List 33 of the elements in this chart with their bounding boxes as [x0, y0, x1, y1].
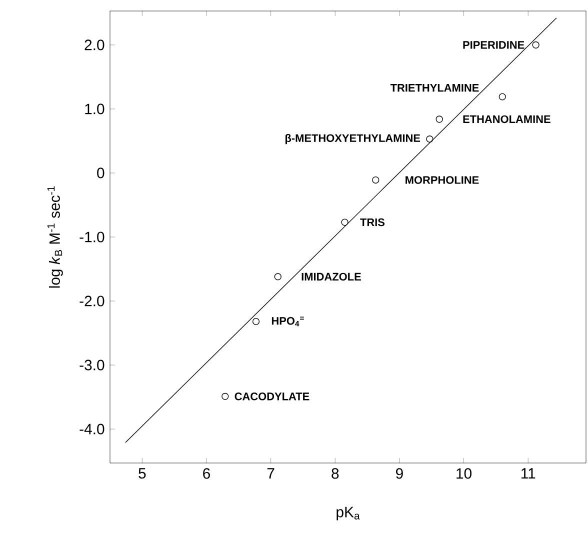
point — [252, 318, 260, 326]
annotation: CACODYLATE — [234, 392, 310, 400]
point — [436, 116, 443, 123]
annotation: TRIETHYLAMINE — [390, 84, 479, 92]
point — [532, 41, 540, 48]
annotation: β-METHOXYETHYLAMINE — [285, 134, 420, 144]
y-axis-title: log k$_{B}$ M$^{-1}$ sec$^{-1}$ — [47, 186, 63, 288]
point — [274, 273, 282, 280]
x-tick-label: 6 — [203, 468, 210, 479]
point — [426, 135, 434, 143]
x-tick-label: 11 — [521, 468, 536, 478]
annotation: TRIS — [360, 218, 385, 226]
annotation: ETHANOLAMINE — [463, 115, 550, 124]
annotation: MORPHOLINE — [406, 176, 479, 184]
point — [372, 176, 380, 184]
y-tick-label: 0 — [97, 168, 104, 178]
y-tick-label: 1.0 — [85, 104, 104, 114]
x-tick-label: 9 — [396, 468, 403, 479]
annotation: IMIDAZOLE — [302, 272, 361, 281]
y-tick-label: -1.0 — [80, 232, 104, 242]
y-tick-label: -2.0 — [80, 296, 104, 306]
point — [498, 93, 506, 100]
annotation: PIPERIDINE — [463, 41, 524, 49]
x-tick-label: 7 — [267, 468, 274, 478]
y-tick-label: -3.0 — [80, 360, 104, 370]
x-tick-label: 5 — [138, 468, 146, 479]
x-axis-title: pK$_{a}$ — [336, 506, 360, 520]
y-tick-label: -4.0 — [80, 424, 104, 434]
x-tick-label: 8 — [332, 468, 339, 479]
x-tick-label: 10 — [456, 468, 472, 479]
point — [222, 392, 229, 400]
point — [341, 218, 348, 226]
y-tick-label: 2.0 — [84, 40, 104, 50]
